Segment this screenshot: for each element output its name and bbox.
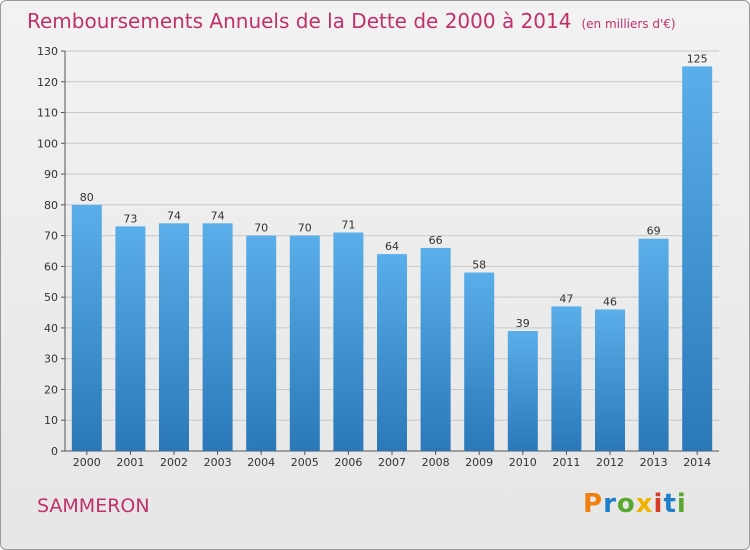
x-tick-label-2010: 2010 [509,456,537,469]
y-tick-label: 10 [44,414,58,427]
bars [71,66,713,451]
value-label-2001: 73 [123,212,137,225]
logo-letter: i [653,489,664,519]
x-tick-label-2011: 2011 [552,456,580,469]
y-tick-label: 60 [44,260,58,273]
value-label-2012: 46 [603,295,617,308]
x-tick-label-2000: 2000 [73,456,101,469]
bar-2001 [115,226,146,451]
bar-2011 [551,306,582,451]
x-tick-label-2009: 2009 [465,456,493,469]
bar-2000 [71,204,102,451]
x-tick-label-2007: 2007 [378,456,406,469]
chart-subtitle: (en milliers d'€) [581,17,676,31]
bar-2014 [682,66,713,451]
y-tick-label: 120 [37,76,58,89]
value-label-2007: 64 [385,240,399,253]
logo-letter: P [583,489,604,519]
town-name: SAMMERON [37,495,150,517]
bar-2010 [507,331,538,451]
logo-letter: t [663,489,677,519]
bar-2013 [638,238,669,451]
y-tick-label: 100 [37,137,58,150]
proxiti-logo: Proxiti [583,489,687,519]
x-tick-label-2013: 2013 [640,456,668,469]
x-tick-label-2001: 2001 [116,456,144,469]
bar-2006 [333,232,364,451]
chart-title: Remboursements Annuels de la Dette de 20… [27,9,676,33]
bar-2008 [420,247,451,451]
value-label-2011: 47 [559,292,573,305]
logo-letter: x [635,489,654,519]
bar-2005 [289,235,320,451]
x-tick-label-2008: 2008 [422,456,450,469]
y-tick-label: 130 [37,45,58,58]
chart-title-text: Remboursements Annuels de la Dette de 20… [27,9,572,33]
value-label-2013: 69 [647,225,661,238]
bar-2002 [159,223,189,451]
value-label-2006: 71 [341,219,355,232]
logo-letter: o [616,489,636,519]
y-tick-label: 40 [44,322,58,335]
labels: 0 10 20 30 40 50 60 70 80 90 100 110 120 130 80 2000 73 2… [37,45,711,469]
y-tick-label: 50 [44,291,58,304]
bar-2007 [377,254,407,451]
value-label-2009: 58 [472,259,486,272]
x-tick-label-2003: 2003 [204,456,232,469]
y-tick-label: 70 [44,230,58,243]
value-label-2003: 74 [211,209,225,222]
y-tick-label: 30 [44,353,58,366]
y-tick-label: 0 [51,445,58,458]
value-label-2004: 70 [254,222,268,235]
bar-2009 [464,272,495,451]
y-tick-label: 110 [37,107,58,120]
logo-letter: r [603,489,617,519]
x-tick-label-2004: 2004 [247,456,275,469]
x-tick-label-2006: 2006 [334,456,362,469]
x-tick-label-2014: 2014 [683,456,711,469]
value-label-2005: 70 [298,222,312,235]
value-label-2010: 39 [516,317,530,330]
logo-letter: i [676,489,687,519]
bar-2012 [595,309,625,451]
value-label-2008: 66 [429,234,443,247]
bar-2003 [202,223,233,451]
x-tick-label-2005: 2005 [291,456,319,469]
bar-2004 [246,235,277,451]
value-label-2002: 74 [167,209,181,222]
value-label-2014: 125 [687,52,708,65]
y-tick-label: 80 [44,199,58,212]
y-tick-label: 90 [44,168,58,181]
x-tick-label-2012: 2012 [596,456,624,469]
y-tick-label: 20 [44,383,58,396]
x-tick-label-2002: 2002 [160,456,188,469]
value-label-2000: 80 [80,191,94,204]
